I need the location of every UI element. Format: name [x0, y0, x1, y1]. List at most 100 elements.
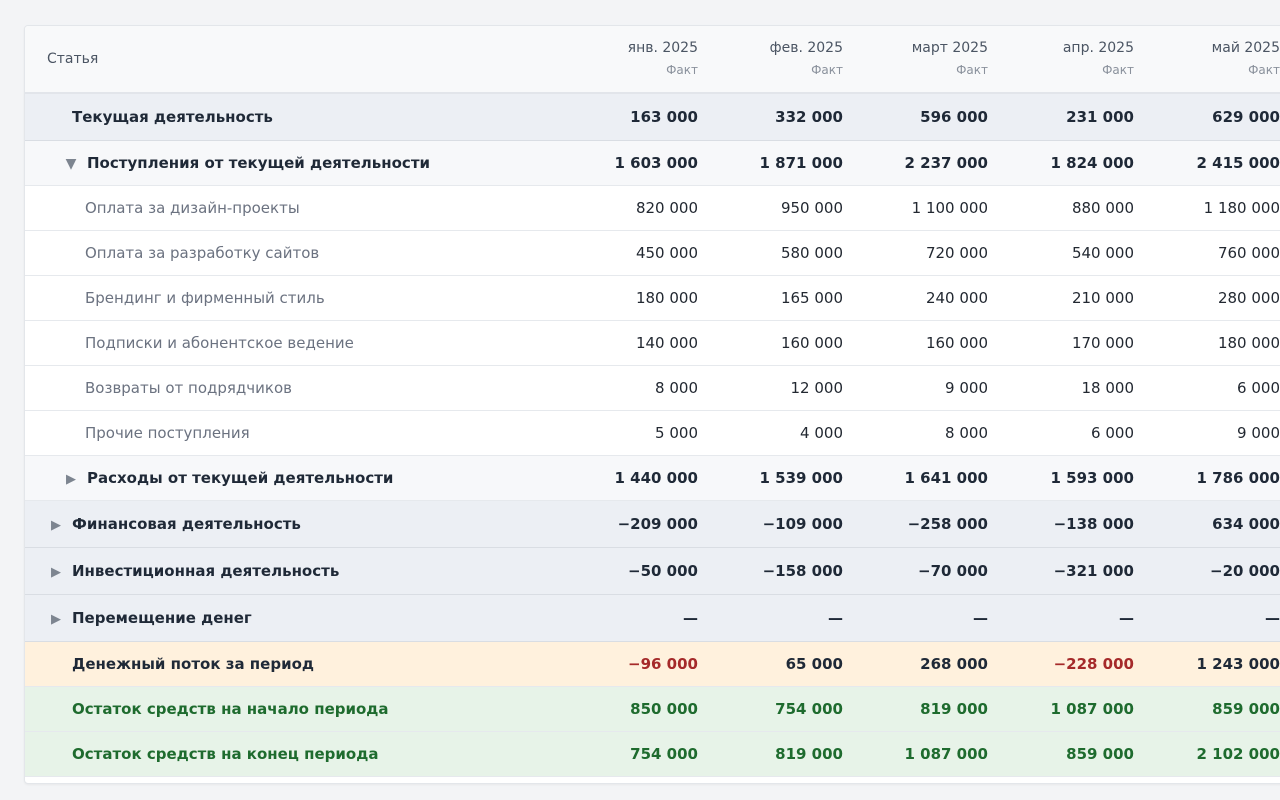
- row-label: Оплата за дизайн-проекты: [25, 185, 555, 231]
- value-cell: 165 000: [700, 275, 845, 321]
- value-cell: 180 000: [555, 275, 700, 321]
- value-cell: 720 000: [845, 230, 990, 276]
- value-cell: 170 000: [990, 320, 1136, 366]
- row-label: Инвестиционная деятельность: [72, 562, 340, 580]
- value-cell: −228 000: [990, 641, 1136, 687]
- section-row-transfers[interactable]: ▶ Перемещение денег — — — — —: [25, 594, 1280, 642]
- value-cell: 1 440 000: [555, 455, 700, 501]
- value-cell: 140 000: [555, 320, 700, 366]
- triangle-right-icon[interactable]: ▶: [51, 518, 61, 533]
- table-row: Брендинг и фирменный стиль 180 000 165 0…: [25, 275, 1280, 321]
- value-cell: 1 100 000: [845, 185, 990, 231]
- column-header-month[interactable]: май 2025 Факт: [1136, 26, 1280, 94]
- column-header-month[interactable]: март 2025 Факт: [845, 26, 990, 94]
- value-cell: 2 237 000: [845, 140, 990, 186]
- table-row: Оплата за дизайн-проекты 820 000 950 000…: [25, 185, 1280, 231]
- value-cell: 1 243 000: [1136, 641, 1280, 687]
- value-cell: 754 000: [555, 731, 700, 777]
- value-cell: 859 000: [990, 731, 1136, 777]
- value-cell: 231 000: [990, 93, 1136, 141]
- cashflow-report-card: Статья янв. 2025 Факт фев. 2025 Факт март …: [24, 25, 1280, 784]
- value-cell: 180 000: [1136, 320, 1280, 366]
- row-label: Расходы от текущей деятельности: [87, 469, 394, 487]
- row-label: Остаток средств на конец периода: [25, 731, 555, 777]
- value-cell: 65 000: [700, 641, 845, 687]
- triangle-right-icon[interactable]: ▶: [66, 472, 76, 487]
- value-cell: 8 000: [555, 365, 700, 411]
- value-cell: 819 000: [845, 686, 990, 732]
- value-cell: −258 000: [845, 500, 990, 548]
- value-cell: 1 180 000: [1136, 185, 1280, 231]
- value-cell: 540 000: [990, 230, 1136, 276]
- cashflow-table: Статья янв. 2025 Факт фев. 2025 Факт март …: [25, 26, 1280, 777]
- balance-row-opening: Остаток средств на начало периода 850 00…: [25, 686, 1280, 732]
- column-header-month[interactable]: янв. 2025 Факт: [555, 26, 700, 94]
- value-cell: 160 000: [700, 320, 845, 366]
- row-label: Подписки и абонентское ведение: [25, 320, 555, 366]
- value-cell: —: [700, 594, 845, 642]
- subgroup-row-operating-expenses[interactable]: ▶ Расходы от текущей деятельности 1 440 0…: [25, 455, 1280, 501]
- triangle-down-icon[interactable]: ▼: [65, 156, 77, 172]
- value-cell: 18 000: [990, 365, 1136, 411]
- value-cell: 1 593 000: [990, 455, 1136, 501]
- value-cell: 1 603 000: [555, 140, 700, 186]
- value-cell: 160 000: [845, 320, 990, 366]
- row-label: Текущая деятельность: [25, 93, 555, 141]
- value-cell: 629 000: [1136, 93, 1280, 141]
- section-row-investing[interactable]: ▶ Инвестиционная деятельность −50 000 −15…: [25, 547, 1280, 595]
- value-cell: 1 087 000: [845, 731, 990, 777]
- table-row: Прочие поступления 5 000 4 000 8 000 6 0…: [25, 410, 1280, 456]
- value-cell: 2 102 000: [1136, 731, 1280, 777]
- value-cell: 850 000: [555, 686, 700, 732]
- value-cell: 240 000: [845, 275, 990, 321]
- section-row-financing[interactable]: ▶ Финансовая деятельность −209 000 −109 0…: [25, 500, 1280, 548]
- column-header-month[interactable]: апр. 2025 Факт: [990, 26, 1136, 94]
- section-row-operating[interactable]: Текущая деятельность 163 000 332 000 596…: [25, 93, 1280, 141]
- value-cell: −321 000: [990, 547, 1136, 595]
- value-cell: 859 000: [1136, 686, 1280, 732]
- row-label: Остаток средств на начало периода: [25, 686, 555, 732]
- row-label-cell: ▼ Поступления от текущей деятельности: [25, 140, 555, 186]
- row-label-cell: ▶ Инвестиционная деятельность: [25, 547, 555, 595]
- value-cell: −20 000: [1136, 547, 1280, 595]
- value-cell: 819 000: [700, 731, 845, 777]
- total-row-cash-flow: Денежный поток за период −96 000 65 000 …: [25, 641, 1280, 687]
- row-label: Денежный поток за период: [25, 641, 555, 687]
- value-cell: 12 000: [700, 365, 845, 411]
- value-cell: 1 087 000: [990, 686, 1136, 732]
- value-cell: 1 539 000: [700, 455, 845, 501]
- value-cell: 760 000: [1136, 230, 1280, 276]
- row-label-cell: ▶ Перемещение денег: [25, 594, 555, 642]
- triangle-right-icon[interactable]: ▶: [51, 612, 61, 627]
- row-label: Перемещение денег: [72, 609, 252, 627]
- value-cell: 6 000: [1136, 365, 1280, 411]
- value-cell: 9 000: [1136, 410, 1280, 456]
- subgroup-row-operating-income[interactable]: ▼ Поступления от текущей деятельности 1 6…: [25, 140, 1280, 186]
- table-header-row: Статья янв. 2025 Факт фев. 2025 Факт март …: [25, 26, 1280, 94]
- value-cell: 5 000: [555, 410, 700, 456]
- row-label: Финансовая деятельность: [72, 515, 301, 533]
- value-cell: 950 000: [700, 185, 845, 231]
- value-cell: −50 000: [555, 547, 700, 595]
- row-label: Прочие поступления: [25, 410, 555, 456]
- column-header-month[interactable]: фев. 2025 Факт: [700, 26, 845, 94]
- value-cell: 9 000: [845, 365, 990, 411]
- row-label: Возвраты от подрядчиков: [25, 365, 555, 411]
- value-cell: —: [845, 594, 990, 642]
- value-cell: −138 000: [990, 500, 1136, 548]
- value-cell: 163 000: [555, 93, 700, 141]
- value-cell: 268 000: [845, 641, 990, 687]
- value-cell: −70 000: [845, 547, 990, 595]
- value-cell: 332 000: [700, 93, 845, 141]
- value-cell: 210 000: [990, 275, 1136, 321]
- value-cell: 634 000: [1136, 500, 1280, 548]
- value-cell: −158 000: [700, 547, 845, 595]
- value-cell: 880 000: [990, 185, 1136, 231]
- value-cell: 1 824 000: [990, 140, 1136, 186]
- row-label-cell: ▶ Расходы от текущей деятельности: [25, 455, 555, 501]
- row-label: Брендинг и фирменный стиль: [25, 275, 555, 321]
- triangle-right-icon[interactable]: ▶: [51, 565, 61, 580]
- balance-row-closing: Остаток средств на конец периода 754 000…: [25, 731, 1280, 777]
- value-cell: —: [990, 594, 1136, 642]
- value-cell: 450 000: [555, 230, 700, 276]
